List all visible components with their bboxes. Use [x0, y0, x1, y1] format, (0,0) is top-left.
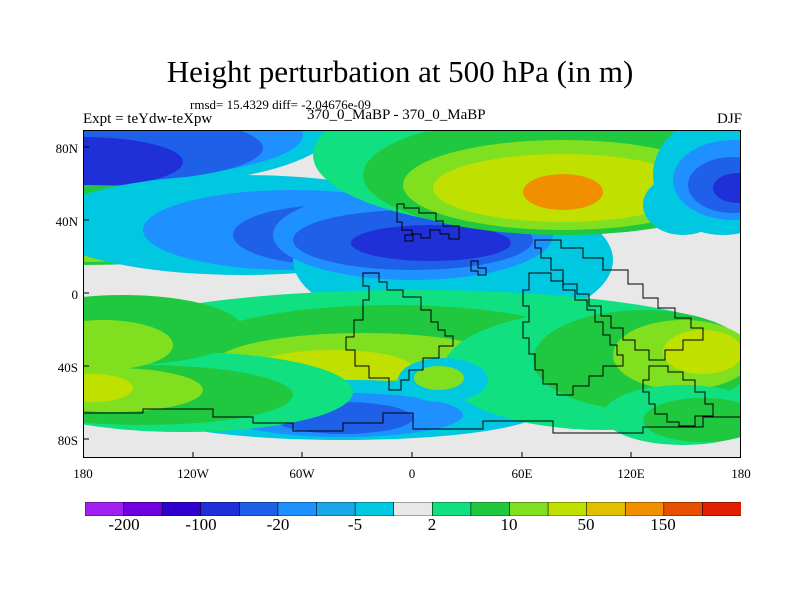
lon-label-180e: 180 [731, 466, 751, 481]
colorbar-swatch [702, 502, 741, 516]
colorbar-swatch [470, 502, 511, 516]
coastline-south-america [345, 272, 454, 391]
field-region-deep-neg [83, 137, 183, 187]
field-region-mid-pos [414, 366, 464, 390]
colorbar-swatch [624, 502, 665, 516]
height-perturbation-map [83, 130, 741, 458]
lon-label-0: 0 [408, 466, 416, 481]
colorbar-label: -100 [185, 515, 217, 534]
field-region-deep-neg [713, 173, 741, 203]
coastline-antarctica [83, 408, 741, 434]
coastline-africa [522, 272, 624, 396]
colorbar-swatches [85, 502, 741, 516]
colorbar-swatch [547, 502, 588, 516]
lon-label-120e: 120E [617, 466, 645, 481]
field-region-deep-neg [351, 225, 511, 261]
colorbar-label: -200 [108, 515, 140, 534]
lat-label-equator: 0 [71, 287, 79, 302]
colorbar-label: -5 [347, 515, 363, 534]
colorbar-swatch [354, 502, 395, 516]
colorbar-swatch [431, 502, 472, 516]
colorbar-label: 50 [577, 515, 595, 534]
lon-label-180w: 180 [73, 466, 93, 481]
run-label: 370_0_MaBP - 370_0_MaBP [307, 107, 486, 123]
colorbar-label: 2 [427, 515, 437, 534]
lat-label-40s: 40S [57, 360, 78, 375]
colorbar-swatch [393, 502, 434, 516]
colorbar-swatch [85, 502, 125, 516]
colorbar-swatch [663, 502, 704, 516]
colorbar-swatch [161, 502, 202, 516]
colorbar-swatch [239, 502, 279, 516]
season-label: DJF [716, 111, 742, 127]
chart-title: Height perturbation at 500 hPa (in m) [166, 54, 634, 89]
lat-label-80n: 80N [55, 141, 78, 156]
lat-label-40n: 40N [55, 214, 78, 229]
colorbar-swatch [200, 502, 241, 516]
map-panel [83, 130, 741, 458]
coastline-north-america [396, 203, 460, 242]
lat-label-80s: 80S [57, 433, 78, 448]
lon-label-60e: 60E [511, 466, 533, 481]
colorbar-swatch [586, 502, 627, 516]
coastline-australia [642, 365, 714, 427]
field-region-light-pos [643, 398, 741, 442]
lon-label-60w: 60W [289, 466, 315, 481]
field-region-mid-pos [83, 320, 173, 370]
lon-label-120w: 120W [177, 466, 209, 481]
colorbar-swatch [123, 502, 163, 516]
colorbar-label: 150 [650, 515, 676, 534]
colorbar-label: -20 [266, 515, 290, 534]
stats-text: rmsd= 15.4329 diff= -2.04676e-09 [190, 97, 371, 112]
field-region-high-pos [663, 330, 741, 374]
coastline-asia [534, 239, 704, 361]
colorbar-swatch [277, 502, 318, 516]
colorbar [85, 502, 741, 516]
field-region-extreme-pos [523, 174, 603, 210]
colorbar-swatch [509, 502, 549, 516]
colorbar-swatch [316, 502, 356, 516]
experiment-label: Expt = teYdw-teXpw [83, 111, 213, 127]
colorbar-label: 10 [500, 515, 518, 534]
coastline-greenland [470, 260, 487, 276]
field-region-high-pos [83, 374, 133, 402]
